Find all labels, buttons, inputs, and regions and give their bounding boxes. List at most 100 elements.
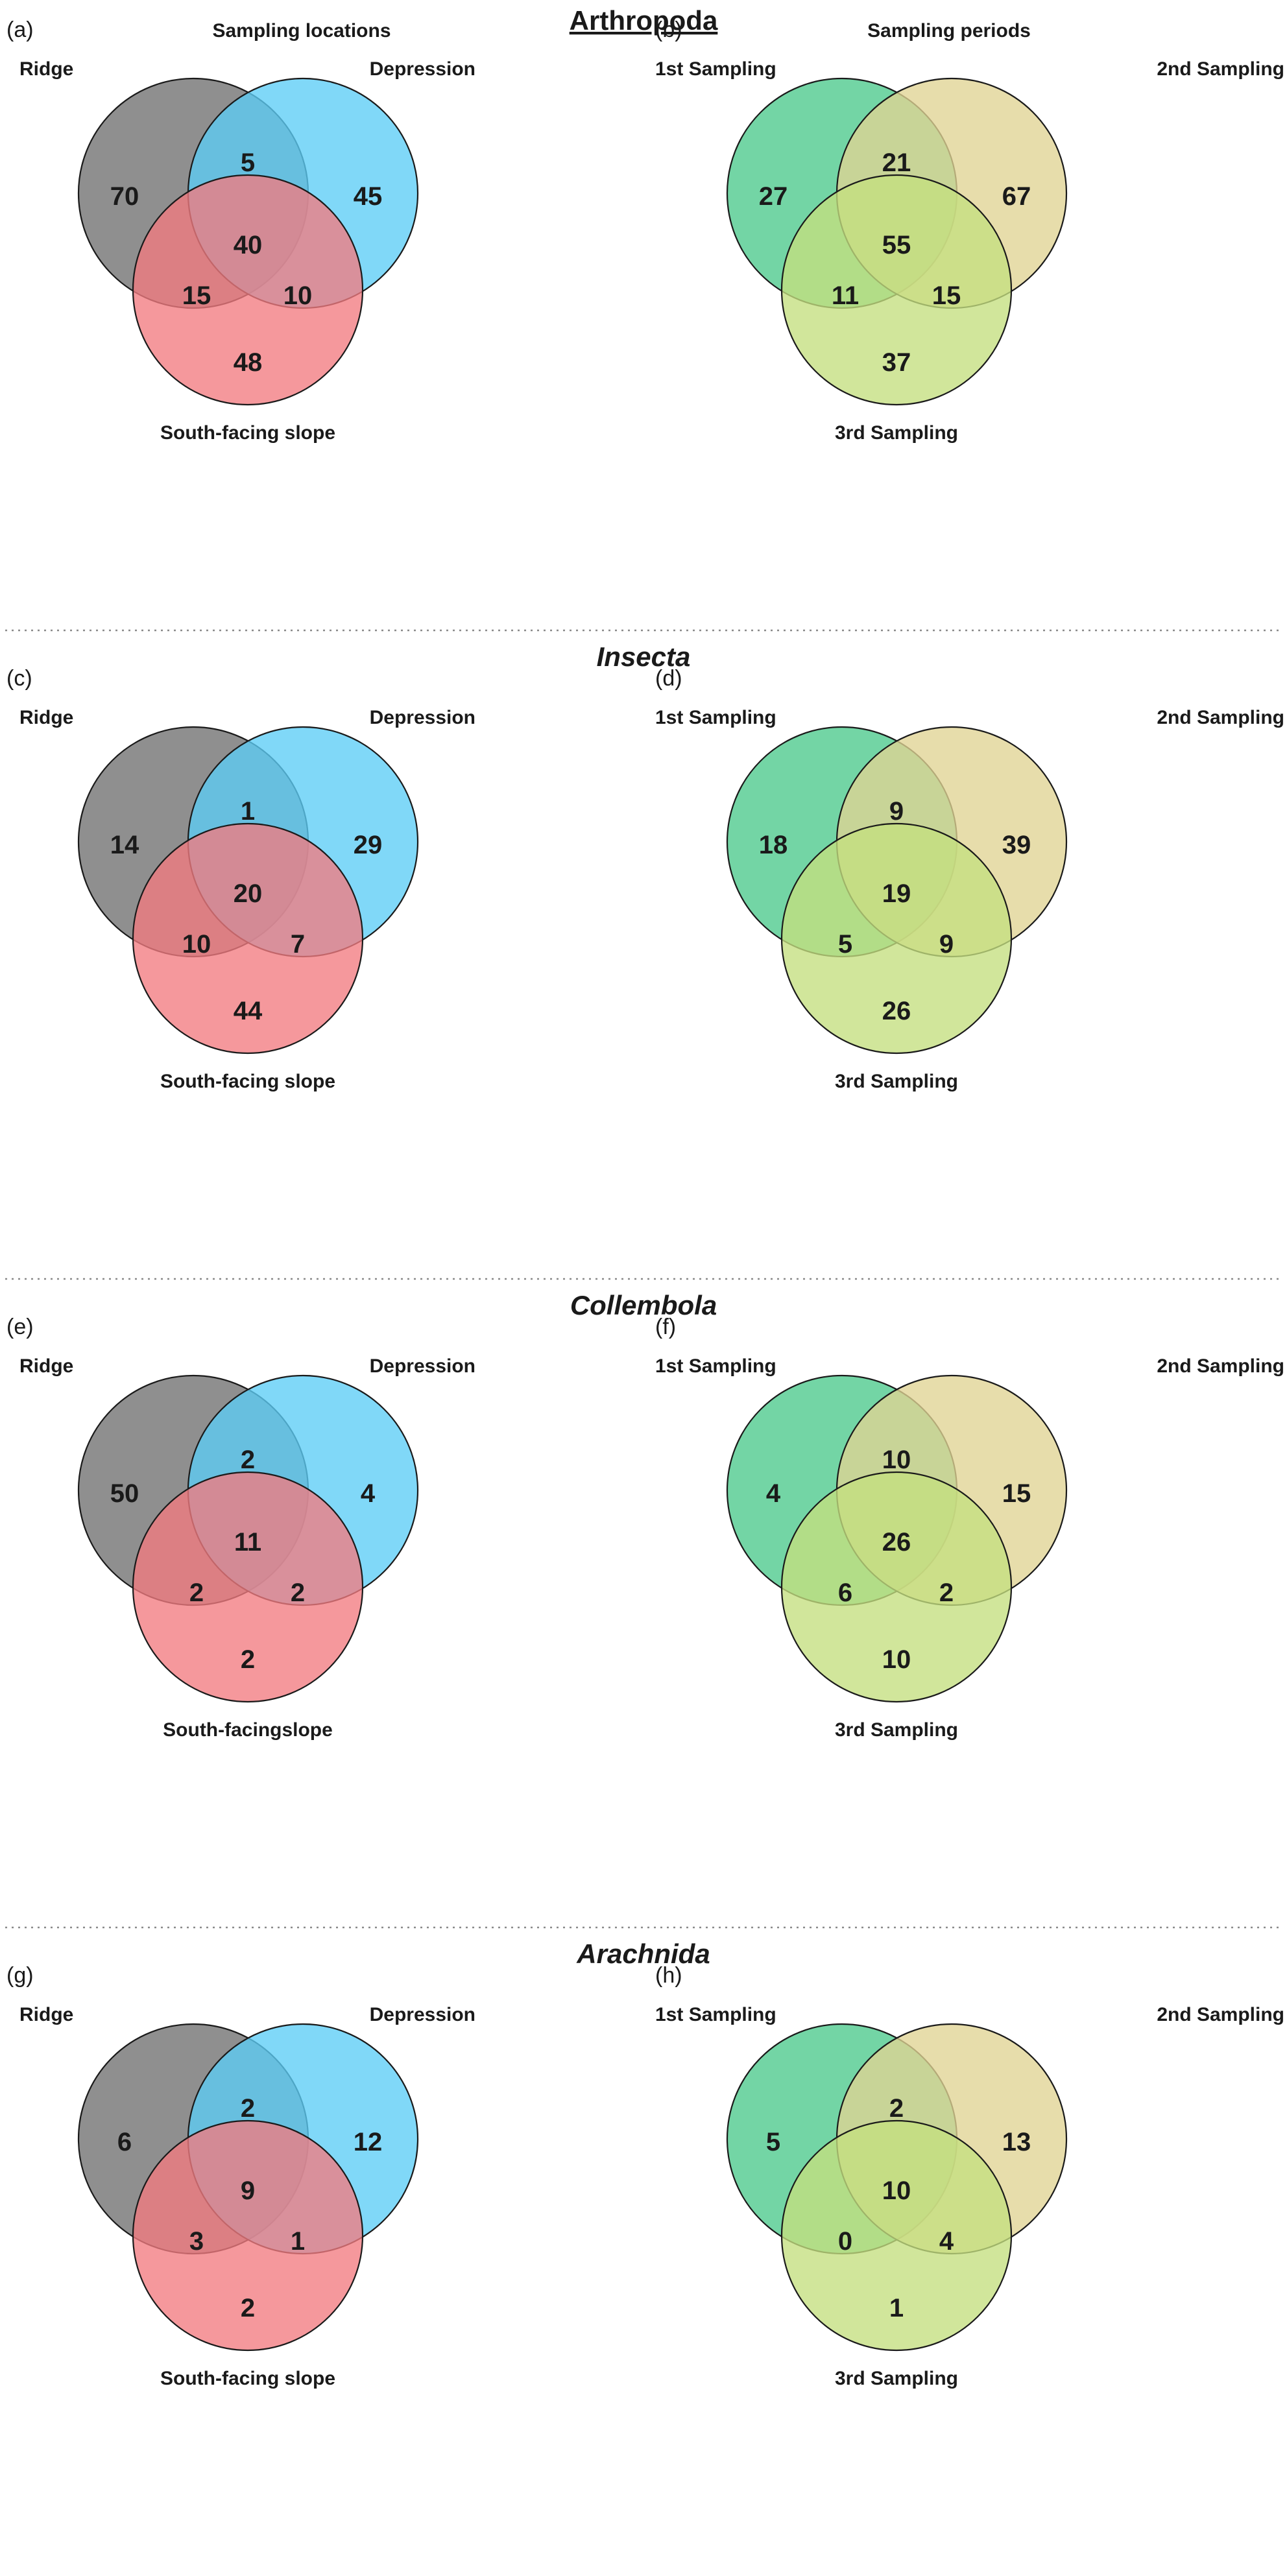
count-only-a: 6 bbox=[117, 2128, 132, 2156]
count-ac: 11 bbox=[832, 281, 859, 310]
south-facing-slope-label: South-facing slope bbox=[160, 2368, 335, 2389]
south-facing-slope-label: South-facing slope bbox=[160, 1071, 335, 1092]
count-abc: 9 bbox=[241, 2176, 255, 2205]
count-only-a: 4 bbox=[766, 1479, 781, 1508]
count-only-a: 70 bbox=[110, 182, 139, 211]
second-sampling-label: 2nd Sampling bbox=[1157, 707, 1284, 728]
count-ac: 5 bbox=[838, 930, 852, 959]
depression-label: Depression bbox=[370, 1355, 475, 1377]
third-sampling-label: 3rd Sampling bbox=[835, 1071, 958, 1092]
section-collembola: Collembola (e) Ridge Depression South-facing… bbox=[6, 1290, 1284, 1741]
count-only-b: 15 bbox=[1002, 1479, 1031, 1508]
panel-label: (c) bbox=[6, 666, 32, 691]
south-facing-slope-circle bbox=[132, 1471, 364, 1703]
section-title: Arachnida bbox=[576, 1938, 710, 1969]
section-title: Insecta bbox=[597, 641, 691, 672]
count-bc: 1 bbox=[291, 2227, 305, 2256]
venn-panel-c: (c) Ridge Depression South-facing slope 14 29… bbox=[6, 666, 475, 1092]
count-only-a: 50 bbox=[110, 1479, 139, 1508]
panel-label: (e) bbox=[6, 1315, 34, 1339]
count-abc: 19 bbox=[882, 879, 911, 908]
count-bc: 7 bbox=[291, 930, 305, 959]
count-bc: 15 bbox=[932, 281, 961, 310]
count-bc: 2 bbox=[939, 1579, 954, 1607]
panel-heading: Sampling locations bbox=[212, 20, 391, 42]
south-facing-slope-circle bbox=[132, 822, 364, 1055]
south-facing-slope-label: South-facingslope bbox=[163, 1719, 333, 1741]
count-only-c: 26 bbox=[882, 997, 911, 1025]
section-insecta: Insecta (c) Ridge Depression South-facing sl… bbox=[6, 641, 1284, 1092]
ridge-label: Ridge bbox=[19, 1355, 73, 1377]
section-arthropoda: Arthropoda (a) Sampling locations Ridge Depr… bbox=[6, 5, 1284, 444]
south-facing-slope-label: South-facing slope bbox=[160, 422, 335, 444]
count-ab: 21 bbox=[882, 149, 911, 177]
depression-label: Depression bbox=[370, 2004, 475, 2025]
first-sampling-label: 1st Sampling bbox=[655, 58, 776, 80]
count-ac: 10 bbox=[182, 930, 211, 959]
panel-label: (a) bbox=[6, 18, 34, 42]
panel-label: (g) bbox=[6, 1963, 34, 1988]
count-only-a: 5 bbox=[766, 2128, 780, 2156]
panel-label: (h) bbox=[655, 1963, 682, 1988]
venn-panel-d: (d) 1st Sampling 2nd Sampling 3rd Sampling 1… bbox=[655, 666, 1284, 1092]
third-sampling-circle bbox=[780, 822, 1013, 1055]
count-only-c: 1 bbox=[889, 2294, 904, 2322]
first-sampling-label: 1st Sampling bbox=[655, 2004, 776, 2025]
third-sampling-circle bbox=[780, 2119, 1013, 2352]
second-sampling-label: 2nd Sampling bbox=[1157, 58, 1284, 80]
first-sampling-label: 1st Sampling bbox=[655, 1355, 776, 1377]
south-facing-slope-circle bbox=[132, 2119, 364, 2352]
panel-label: (b) bbox=[655, 18, 682, 42]
count-only-b: 12 bbox=[354, 2128, 383, 2156]
ridge-label: Ridge bbox=[19, 58, 73, 80]
third-sampling-circle bbox=[780, 1471, 1013, 1703]
panel-heading: Sampling periods bbox=[867, 20, 1031, 42]
count-ab: 10 bbox=[882, 1446, 911, 1474]
venn-panel-h: (h) 1st Sampling 2nd Sampling 3rd Sampling 5… bbox=[655, 1963, 1284, 2389]
count-only-b: 39 bbox=[1002, 831, 1031, 859]
third-sampling-circle bbox=[780, 174, 1013, 406]
panel-label: (f) bbox=[655, 1315, 676, 1339]
count-ab: 2 bbox=[241, 1446, 255, 1474]
count-ac: 2 bbox=[189, 1579, 204, 1607]
venn-panel-f: (f) 1st Sampling 2nd Sampling 3rd Sampling 4… bbox=[655, 1315, 1284, 1741]
count-only-c: 2 bbox=[241, 2294, 255, 2322]
count-abc: 55 bbox=[882, 231, 911, 259]
second-sampling-label: 2nd Sampling bbox=[1157, 2004, 1284, 2025]
count-ab: 5 bbox=[241, 149, 255, 177]
count-ab: 2 bbox=[241, 2094, 255, 2123]
third-sampling-label: 3rd Sampling bbox=[835, 422, 958, 444]
count-ab: 1 bbox=[241, 797, 255, 826]
count-bc: 10 bbox=[283, 281, 313, 310]
count-only-a: 27 bbox=[759, 182, 788, 211]
count-only-b: 45 bbox=[354, 182, 383, 211]
count-only-c: 37 bbox=[882, 348, 911, 377]
count-only-b: 29 bbox=[354, 831, 383, 859]
second-sampling-label: 2nd Sampling bbox=[1157, 1355, 1284, 1377]
count-ab: 2 bbox=[889, 2094, 904, 2123]
count-only-b: 13 bbox=[1002, 2128, 1031, 2156]
section-title: Arthropoda bbox=[570, 5, 718, 36]
third-sampling-label: 3rd Sampling bbox=[835, 2368, 958, 2389]
count-only-a: 18 bbox=[759, 831, 788, 859]
count-only-c: 2 bbox=[241, 1645, 255, 1674]
count-only-b: 67 bbox=[1002, 182, 1031, 211]
ridge-label: Ridge bbox=[19, 2004, 73, 2025]
south-facing-slope-circle bbox=[132, 174, 364, 406]
section-title: Collembola bbox=[570, 1290, 717, 1320]
count-abc: 26 bbox=[882, 1528, 911, 1556]
count-only-a: 14 bbox=[110, 831, 139, 859]
ridge-label: Ridge bbox=[19, 707, 73, 728]
venn-panel-e: (e) Ridge Depression South-facingslope 50 4 2 2… bbox=[6, 1315, 475, 1741]
count-bc: 2 bbox=[291, 1579, 305, 1607]
count-only-c: 48 bbox=[234, 348, 263, 377]
count-bc: 4 bbox=[939, 2227, 954, 2256]
count-ac: 6 bbox=[838, 1579, 852, 1607]
venn-panel-b: (b) Sampling periods 1st Sampling 2nd Sampl… bbox=[655, 18, 1284, 444]
count-only-c: 44 bbox=[234, 997, 263, 1025]
count-ac: 15 bbox=[182, 281, 211, 310]
count-abc: 10 bbox=[882, 2176, 911, 2205]
count-only-c: 10 bbox=[882, 1645, 911, 1674]
